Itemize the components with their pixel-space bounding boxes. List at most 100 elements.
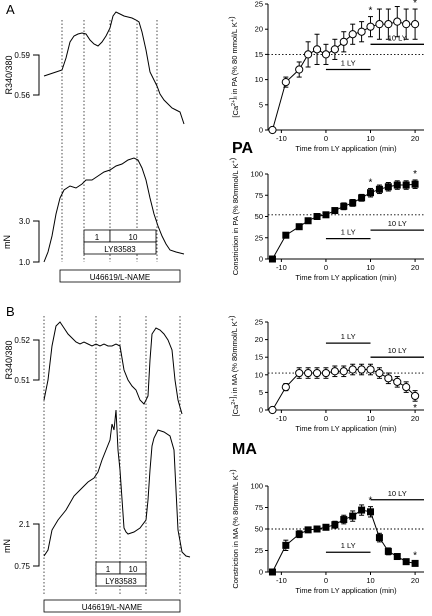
data-point — [295, 223, 303, 231]
x-tick-label: 0 — [324, 263, 328, 272]
y-tick-label: 75 — [255, 503, 263, 512]
data-point — [339, 37, 348, 46]
data-point — [348, 30, 357, 39]
data-point — [268, 405, 277, 415]
drug-bar-label: 1 LY — [341, 228, 356, 237]
panel-a-precon-box: U46619/L-NAME — [59, 269, 181, 283]
data-point — [295, 530, 303, 538]
y-tick-label: 5 — [259, 100, 263, 109]
data-point — [282, 231, 290, 239]
x-tick-label: 20 — [411, 576, 419, 585]
y-tick-label: 15 — [255, 353, 263, 362]
data-point — [375, 368, 384, 378]
data-point — [304, 526, 312, 534]
x-tick-label: 0 — [324, 134, 328, 143]
y-tick-label: 50 — [255, 525, 263, 534]
data-point — [339, 367, 348, 376]
data-point — [393, 377, 402, 386]
significance-star: * — [413, 403, 417, 414]
a-ratio-tick-high: 0.59 — [14, 51, 30, 60]
b-precon-label: U46619/L-NAME — [82, 603, 142, 612]
x-axis-label: Time from LY application (min) — [295, 273, 397, 282]
a-ratio-axis-label: R340/380 — [4, 55, 14, 94]
data-point — [384, 547, 392, 555]
drug-bar-label: 10 LY — [388, 489, 407, 498]
significance-star: * — [369, 177, 373, 188]
panel-a-ly-boxes: 1 10 LY83583 — [83, 229, 157, 255]
a-box-drug: LY83583 — [104, 245, 136, 254]
x-tick-label: 10 — [366, 576, 374, 585]
panel-b-precon-box: U46619/L-NAME — [43, 599, 181, 613]
y-tick-label: 20 — [255, 25, 263, 34]
x-tick-label: 0 — [324, 414, 328, 423]
data-point — [410, 391, 420, 401]
data-point — [331, 521, 339, 529]
significance-star: * — [413, 551, 417, 562]
x-tick-label: 20 — [411, 134, 419, 143]
data-point — [402, 181, 410, 189]
data-point — [358, 194, 366, 202]
pa-label: PA — [232, 140, 253, 157]
data-point — [330, 45, 339, 54]
drug-bar-label: 1 LY — [341, 59, 356, 68]
data-point — [304, 217, 312, 225]
b-box-1: 1 — [106, 565, 111, 574]
b-box-10: 10 — [129, 565, 138, 574]
y-axis-label: [Ca2+]i in MA (% 80mmol/L K+) — [227, 315, 240, 416]
data-point — [402, 558, 410, 566]
data-point — [367, 189, 375, 197]
y-tick-label: 25 — [255, 233, 263, 242]
data-point — [340, 516, 348, 524]
series-line — [271, 21, 416, 131]
y-tick-label: 100 — [250, 482, 263, 491]
y-tick-label: 0 — [259, 126, 263, 135]
y-tick-label: 25 — [255, 0, 263, 9]
data-point — [304, 50, 313, 59]
data-point — [295, 65, 304, 74]
data-point — [375, 20, 384, 29]
b-ratio-axis-label: R340/380 — [4, 340, 14, 379]
panel-b-ratio-trace — [43, 321, 183, 415]
a-force-tick-low: 1.0 — [19, 258, 31, 267]
y-tick-label: 0 — [259, 568, 263, 577]
data-point — [281, 78, 290, 87]
data-point — [322, 523, 330, 531]
data-point — [268, 125, 277, 135]
drug-bar-label: 10 LY — [388, 346, 407, 355]
chart-pa-constriction: 0 25 50 75 100 -10 0 10 20 Time from LY applicati… — [228, 157, 424, 282]
data-point — [375, 534, 383, 542]
a-precon-label: U46619/L-NAME — [90, 273, 150, 282]
x-tick-label: 10 — [366, 134, 374, 143]
data-point — [367, 508, 375, 516]
a-box-10: 10 — [129, 233, 138, 242]
data-point — [268, 255, 276, 263]
data-point — [321, 368, 331, 378]
data-point — [384, 374, 393, 383]
series-line — [272, 509, 416, 573]
x-tick-label: -10 — [276, 414, 287, 423]
data-point — [375, 185, 383, 193]
panel-b-label: B — [6, 304, 15, 319]
x-axis-label: Time from LY application (min) — [295, 586, 397, 595]
y-tick-label: 75 — [255, 191, 263, 200]
x-tick-label: 20 — [411, 263, 419, 272]
significance-star: * — [369, 6, 373, 17]
data-point — [402, 383, 411, 392]
y-axis-label: Constriction in MA (% 80mmol/L K+) — [228, 469, 240, 589]
panel-a-force-scale: 3.0 1.0 mN — [2, 217, 40, 267]
x-tick-label: -10 — [276, 134, 287, 143]
data-point — [321, 50, 331, 59]
panel-b-ratio-scale: 0.52 0.51 R340/380 — [4, 336, 40, 385]
data-point — [410, 20, 420, 29]
series-line — [272, 369, 416, 411]
y-tick-label: 10 — [255, 75, 263, 84]
data-point — [393, 181, 401, 189]
x-tick-label: 0 — [324, 576, 328, 585]
series-line — [272, 183, 416, 260]
panel-a-force-trace — [43, 157, 185, 263]
data-point — [357, 365, 366, 374]
b-ratio-tick-high: 0.52 — [14, 336, 30, 345]
panel-a-ratio-scale: 0.59 0.56 R340/380 — [4, 51, 40, 100]
y-tick-label: 15 — [255, 50, 263, 59]
